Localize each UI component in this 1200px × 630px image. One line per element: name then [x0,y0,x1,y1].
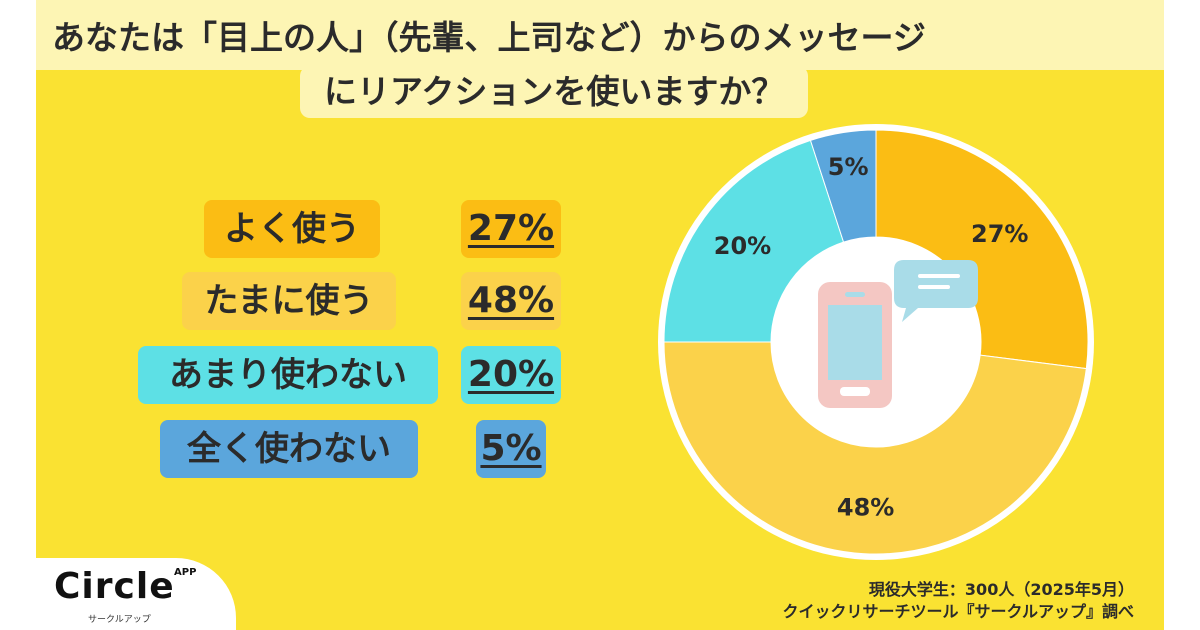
legend-pct-sometimes: 48% [461,272,561,330]
source-line-2: クイックリサーチツール『サークルアップ』調べ [782,602,1134,621]
slice-label-often: 27% [971,220,1028,248]
legend-label-sometimes: たまに使う [182,272,396,330]
legend-label-often: よく使う [204,200,380,258]
logo-app-badge: APP [174,567,197,578]
smartphone-with-speech-bubble-icon [818,260,978,408]
logo-card [36,558,236,630]
logo-subtitle: サークルアップ [88,615,151,625]
title-band [36,0,1164,70]
title-line-1: あなたは「目上の人」（先輩、上司など）からのメッセージ [52,18,926,57]
legend-row-never: 全く使わない 5% [36,418,676,482]
slice-label-sometimes: 48% [837,494,894,522]
source-line-1: 現役大学生：300人（2025年5月） [868,580,1134,599]
circle-app-logo: Circle [54,566,175,607]
legend-row-sometimes: たまに使う 48% [36,270,676,334]
slice-label-rarely: 20% [714,232,771,260]
slice-label-never: 5% [828,153,869,181]
infographic: あなたは「目上の人」（先輩、上司など）からのメッセージ にリアクションを使います… [36,0,1164,630]
legend-pct-rarely: 20% [461,346,561,404]
donut-chart: 27% 48% 20% 5% [658,124,1094,560]
title-line-2: にリアクションを使いますか？ [300,66,809,118]
legend-label-never: 全く使わない [160,420,418,478]
legend-label-rarely: あまり使わない [138,346,438,404]
legend-row-rarely: あまり使わない 20% [36,344,676,408]
legend-pct-never: 5% [476,420,546,478]
legend-row-often: よく使う 27% [36,198,676,262]
legend-pct-often: 27% [461,200,561,258]
